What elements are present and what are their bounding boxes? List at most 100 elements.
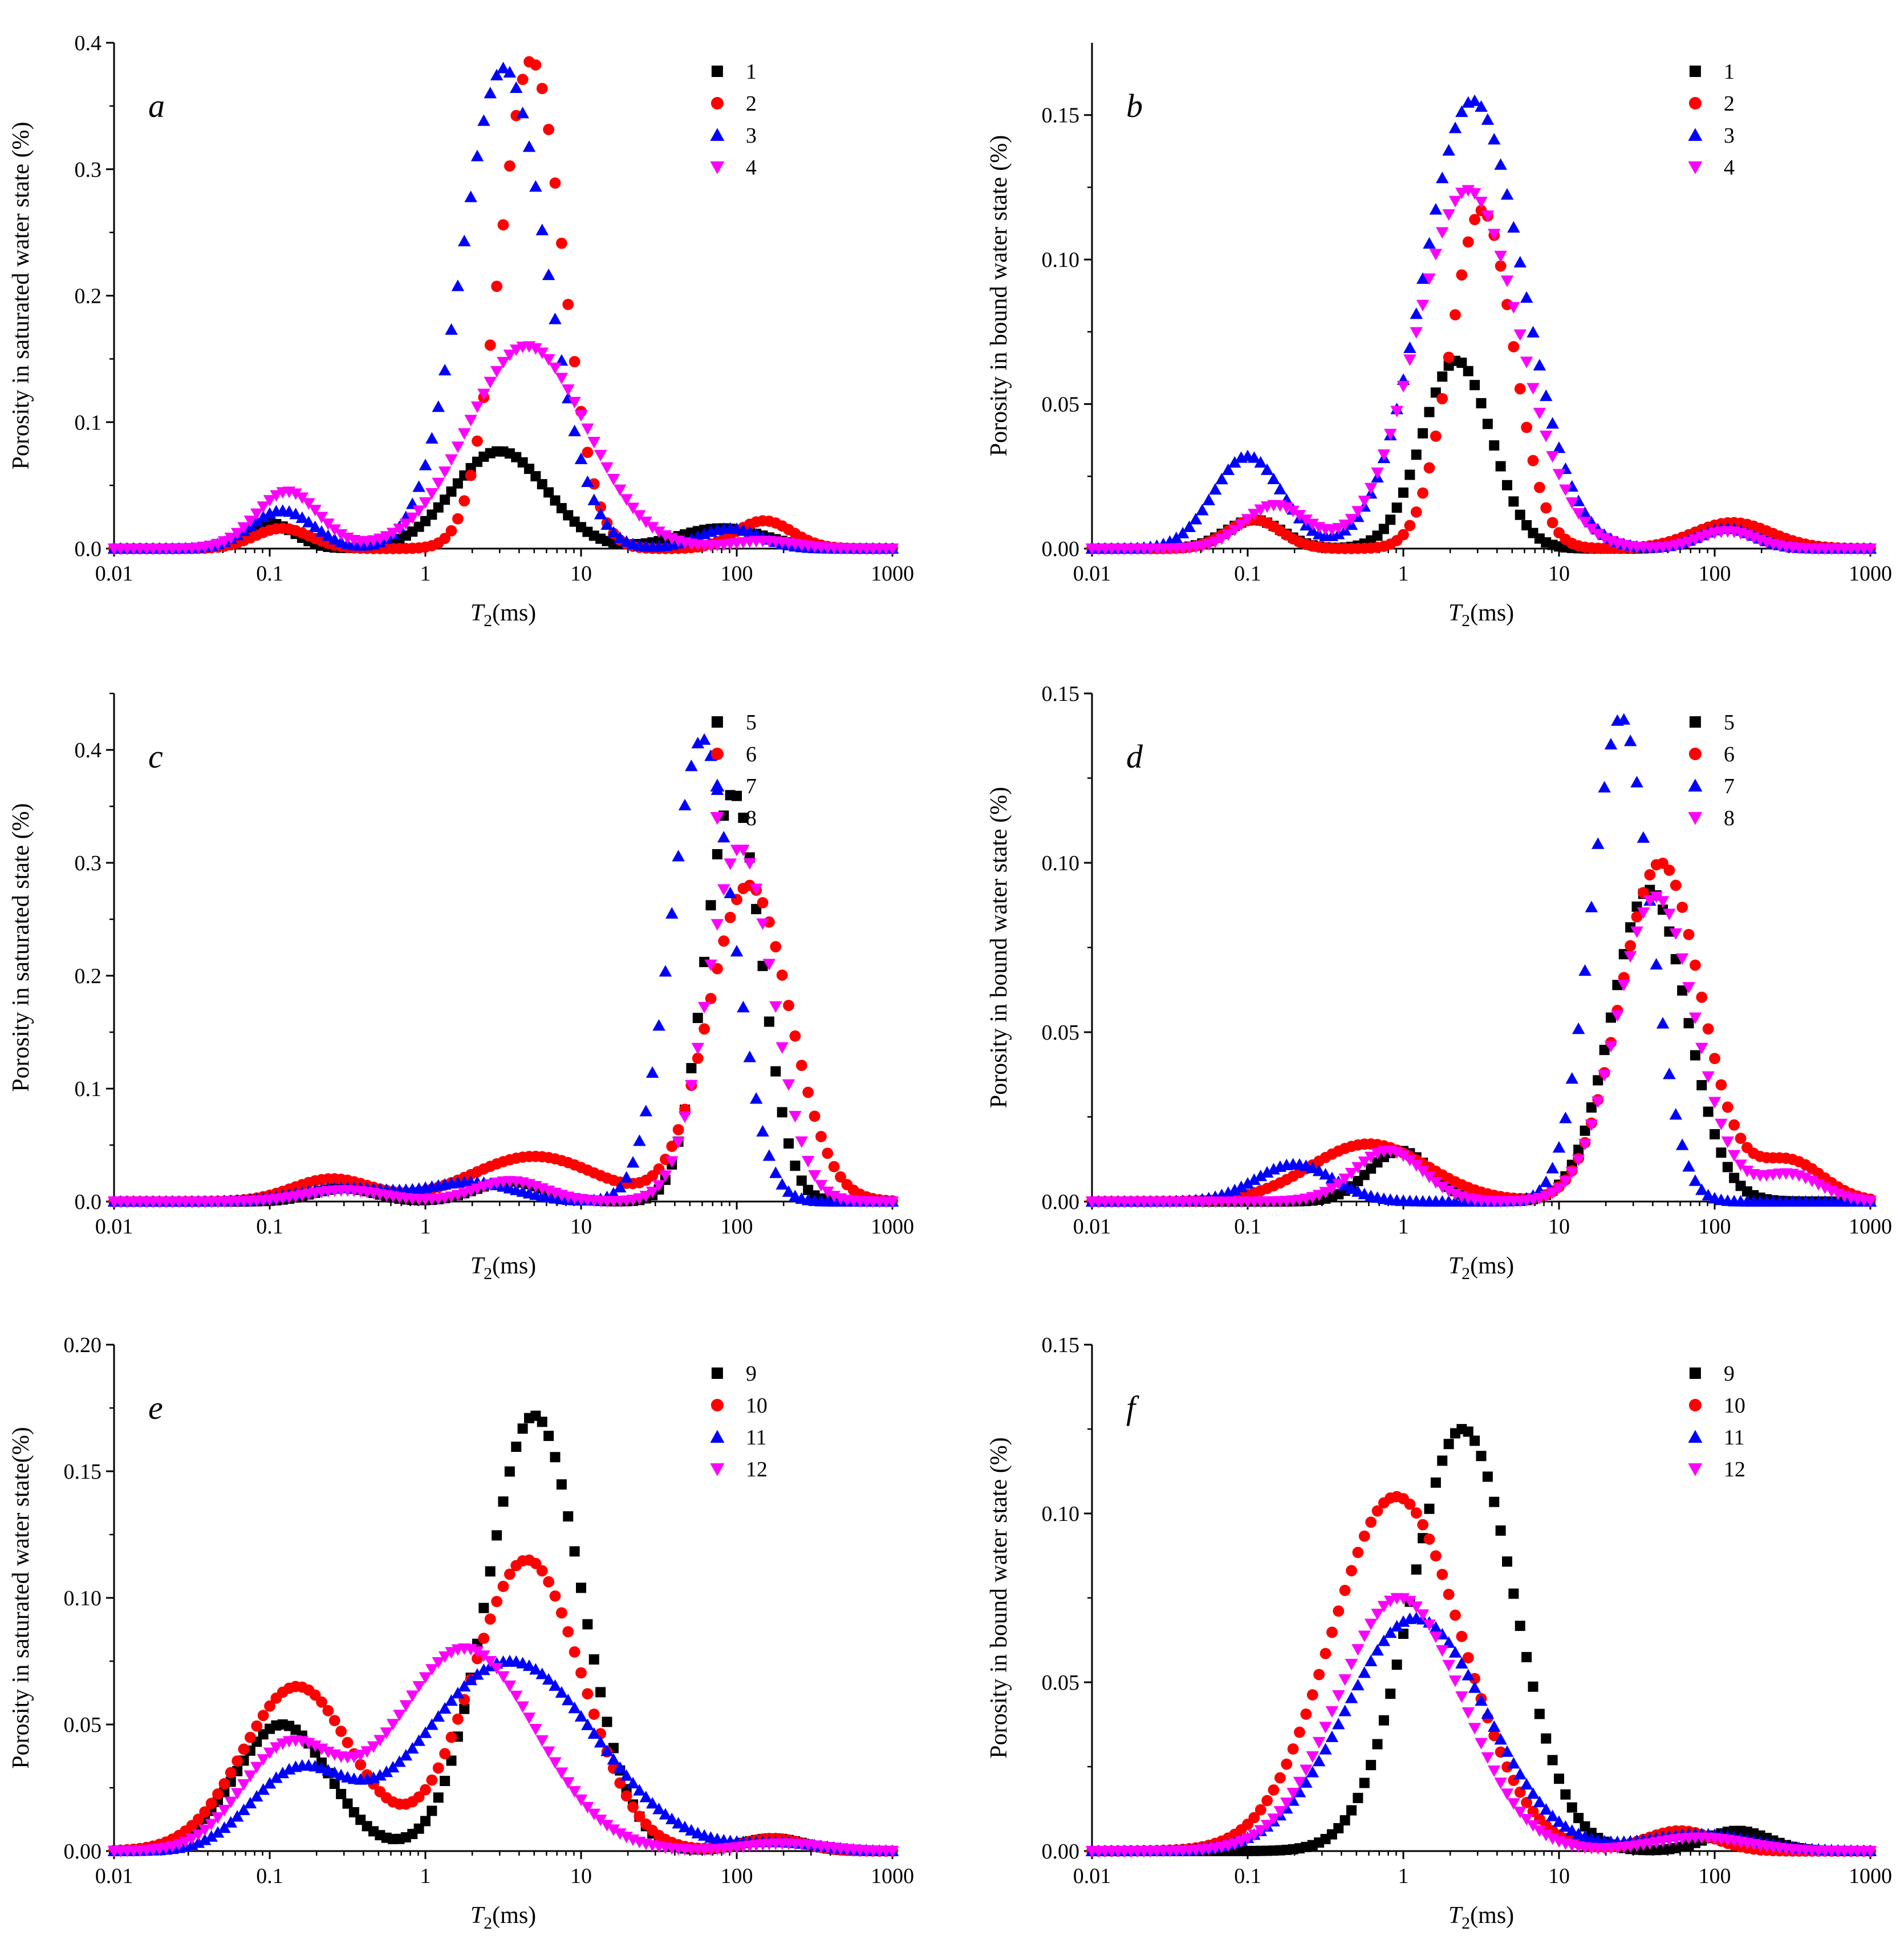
data-point <box>1352 1547 1364 1559</box>
data-point <box>1623 734 1637 746</box>
data-point <box>412 1734 425 1746</box>
data-point <box>1358 1156 1371 1168</box>
data-point <box>665 907 679 919</box>
series-12 <box>107 1643 899 1858</box>
panel-label: e <box>148 1389 163 1426</box>
series-4 <box>107 341 899 555</box>
data-point <box>1592 837 1605 849</box>
series-10 <box>1086 1491 1876 1857</box>
legend-label: 8 <box>1724 806 1735 830</box>
data-point <box>1663 865 1675 876</box>
data-point <box>406 1742 419 1754</box>
data-point <box>1520 1813 1533 1826</box>
data-point <box>568 424 581 436</box>
data-point <box>705 900 716 911</box>
data-point <box>756 918 769 930</box>
data-point <box>1593 1075 1603 1086</box>
data-point <box>302 498 315 510</box>
x-tick-label: 0.01 <box>1073 1864 1111 1888</box>
data-point <box>484 376 497 388</box>
data-point <box>1235 1180 1248 1192</box>
data-point <box>1448 121 1462 133</box>
data-point <box>582 1688 594 1700</box>
data-point <box>1410 1601 1423 1613</box>
legend-marker <box>711 1399 724 1411</box>
data-point <box>1202 493 1215 505</box>
data-point <box>1560 1789 1571 1800</box>
legend-marker <box>711 748 724 760</box>
panel-label: a <box>148 87 165 124</box>
data-point <box>1404 520 1416 531</box>
data-point <box>1351 1678 1365 1691</box>
data-point <box>1708 1097 1722 1109</box>
data-point <box>1248 509 1261 521</box>
data-point <box>1585 524 1598 535</box>
series-9 <box>1087 1424 1875 1856</box>
data-point <box>835 1171 846 1183</box>
data-point <box>225 1767 237 1779</box>
x-tick-label: 0.1 <box>256 1215 283 1239</box>
x-tick-label: 0.1 <box>256 1864 283 1888</box>
data-point <box>1410 327 1423 339</box>
data-point <box>1462 1707 1475 1719</box>
data-point <box>821 1186 834 1199</box>
data-point <box>1417 487 1429 499</box>
data-point <box>1345 514 1358 526</box>
data-point <box>1585 900 1598 912</box>
data-point <box>535 1667 549 1679</box>
data-point <box>1468 1681 1481 1693</box>
data-point <box>1319 1743 1332 1755</box>
y-tick-label: 0.3 <box>75 851 102 875</box>
data-point <box>737 1000 750 1013</box>
data-point <box>1513 1768 1527 1780</box>
data-point <box>769 1001 782 1013</box>
x-axis-title-unit: (ms) <box>492 1253 536 1279</box>
data-point <box>1533 1825 1546 1837</box>
data-point <box>1643 895 1657 907</box>
data-point <box>795 1060 807 1072</box>
data-point <box>1333 1605 1345 1617</box>
data-point <box>1429 1621 1443 1633</box>
data-point <box>1430 1477 1441 1488</box>
series-9 <box>109 1410 898 1856</box>
data-point <box>691 736 704 749</box>
data-point <box>1306 1751 1319 1763</box>
data-point <box>1448 1646 1462 1658</box>
x-tick-label: 1 <box>420 1215 431 1239</box>
x-tick-label: 1 <box>420 562 431 586</box>
data-point <box>1495 1525 1506 1536</box>
data-point <box>211 1826 225 1838</box>
data-point <box>445 525 457 537</box>
data-point <box>1514 383 1526 395</box>
data-point <box>490 366 504 378</box>
data-point <box>1586 1102 1597 1113</box>
data-point <box>1332 1690 1345 1702</box>
data-point <box>1513 1807 1527 1819</box>
data-point <box>426 1774 438 1786</box>
data-point <box>484 1613 496 1625</box>
data-point <box>542 354 555 366</box>
data-point <box>776 969 788 981</box>
x-tick-label: 10 <box>570 1864 592 1888</box>
data-point <box>582 1619 593 1630</box>
data-point <box>1338 1674 1351 1686</box>
legend-label: 2 <box>746 92 757 116</box>
data-point <box>1527 326 1540 338</box>
data-point <box>517 74 529 86</box>
data-point <box>1423 1533 1435 1545</box>
data-point <box>1604 1041 1618 1053</box>
data-point <box>1520 291 1533 303</box>
data-point <box>1578 1139 1592 1151</box>
data-point <box>1547 1755 1558 1766</box>
y-tick-label: 0.05 <box>64 1713 102 1737</box>
data-point <box>1326 1626 1338 1638</box>
data-point <box>497 219 509 231</box>
data-point <box>1280 1797 1293 1809</box>
data-point <box>652 1019 665 1031</box>
data-point <box>1235 1836 1248 1848</box>
data-point <box>212 1788 224 1800</box>
data-point <box>796 1175 807 1186</box>
data-point <box>1442 1659 1455 1671</box>
data-point <box>1534 1709 1545 1719</box>
data-point <box>549 362 562 375</box>
